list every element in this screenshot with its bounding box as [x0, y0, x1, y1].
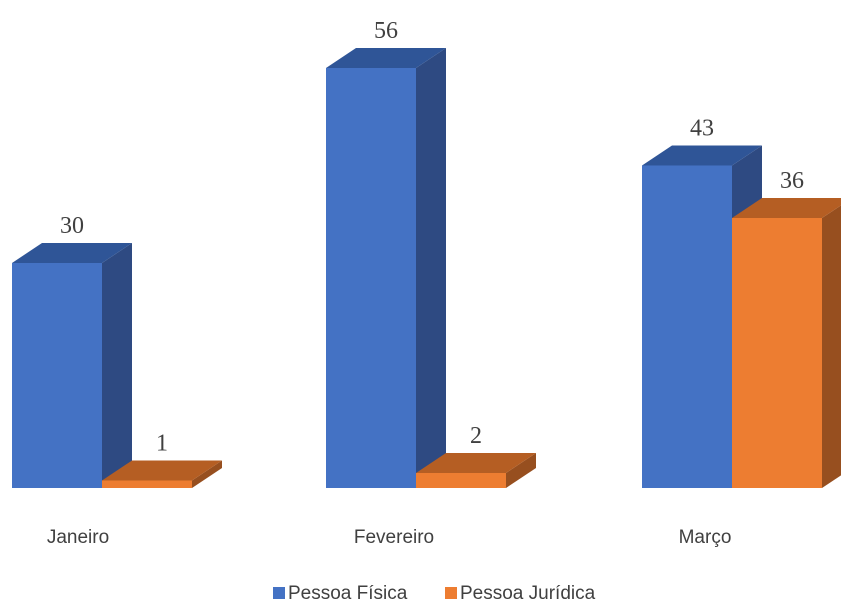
data-label: 36: [780, 168, 804, 194]
bar-front-face: [642, 165, 732, 488]
category-label: Janeiro: [47, 527, 109, 548]
data-labels-layer: 30 1 56 2 43 36: [60, 18, 804, 457]
legend-label: Pessoa Jurídica: [460, 583, 596, 604]
data-label: 1: [156, 431, 168, 457]
bar: [102, 460, 222, 488]
bar-side-face: [102, 243, 132, 488]
data-label: 56: [374, 18, 398, 44]
bar: [12, 243, 132, 488]
bar-top-face: [732, 198, 841, 218]
category-label: Março: [679, 527, 732, 548]
bar-top-face: [102, 460, 222, 481]
bar-side-face: [506, 453, 536, 488]
bar-front-face: [12, 263, 102, 488]
legend-swatch: [445, 587, 457, 599]
bar-top-face: [416, 453, 536, 473]
bar-front-face: [102, 480, 192, 488]
bar-front-face: [416, 473, 506, 488]
category-label: Fevereiro: [354, 527, 434, 548]
bar-top-face: [326, 48, 446, 68]
data-label: 43: [690, 116, 714, 142]
legend-label: Pessoa Física: [288, 583, 408, 604]
bar: [416, 453, 536, 488]
data-label: 2: [470, 423, 482, 449]
bar-side-face: [192, 460, 222, 488]
legend-swatch: [273, 587, 285, 599]
legend: Pessoa Física Pessoa Jurídica: [273, 583, 596, 604]
bar: [326, 48, 446, 488]
category-labels-layer: Janeiro Fevereiro Março: [47, 527, 732, 548]
bars-layer: [12, 48, 841, 488]
bar-front-face: [732, 218, 822, 488]
data-label: 30: [60, 213, 84, 239]
bar-top-face: [12, 243, 132, 263]
bar-top-face: [642, 145, 762, 166]
bar-side-face: [822, 205, 841, 488]
bar: [732, 198, 841, 488]
bar-front-face: [326, 68, 416, 488]
bar-side-face: [416, 48, 446, 488]
